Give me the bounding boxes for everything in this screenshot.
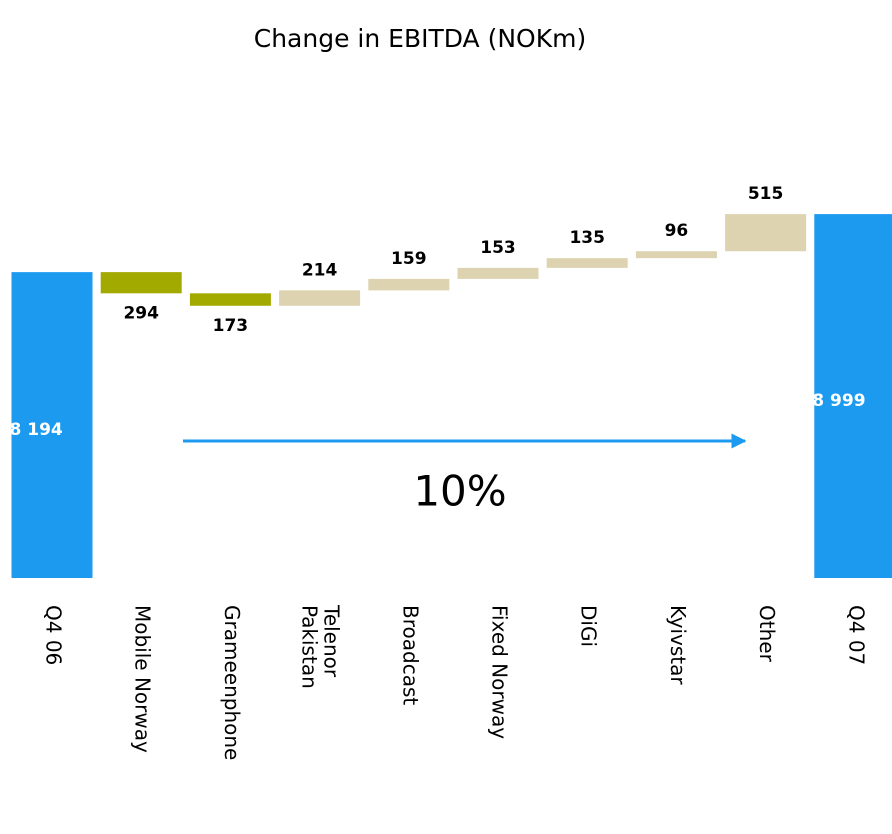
- x-tick-label: Other: [755, 605, 779, 663]
- bar: [11, 272, 93, 578]
- chart-title: Change in EBITDA (NOKm): [254, 24, 586, 53]
- bar: [635, 251, 717, 259]
- bar: [279, 290, 361, 306]
- value-label: 159: [391, 249, 427, 269]
- value-label: 515: [748, 184, 784, 204]
- bar: [546, 258, 628, 268]
- value-label: 214: [302, 260, 338, 280]
- value-label: 8 999: [812, 391, 865, 411]
- x-tick-label: Q4 07: [844, 605, 868, 665]
- x-tick-label: Kyivstar: [666, 605, 690, 685]
- value-label: 8 194: [10, 420, 63, 440]
- value-label: 294: [123, 303, 159, 323]
- label-line: Telenor: [320, 604, 344, 683]
- value-label: 173: [213, 316, 249, 336]
- label-line: Pakistan: [298, 605, 322, 689]
- bar: [457, 267, 539, 279]
- x-tick-label: Fixed Norway: [488, 605, 512, 739]
- bar: [189, 293, 271, 306]
- x-tick-label: Grameenphone: [220, 605, 244, 760]
- value-label: 96: [665, 221, 689, 241]
- bar: [725, 214, 807, 252]
- bar: [100, 272, 182, 294]
- bar: [814, 214, 892, 579]
- value-label: 153: [480, 238, 516, 258]
- bar: [368, 278, 450, 291]
- growth-annotation: 10%: [413, 467, 506, 516]
- x-tick-label: Q4 06: [42, 605, 66, 665]
- x-tick-label: Broadcast: [398, 605, 422, 705]
- x-tick-label: Telenor Pakistan: [298, 604, 344, 689]
- x-tick-label: DiGi: [577, 605, 601, 647]
- value-label: 135: [569, 228, 605, 248]
- x-tick-label: Mobile Norway: [131, 605, 155, 753]
